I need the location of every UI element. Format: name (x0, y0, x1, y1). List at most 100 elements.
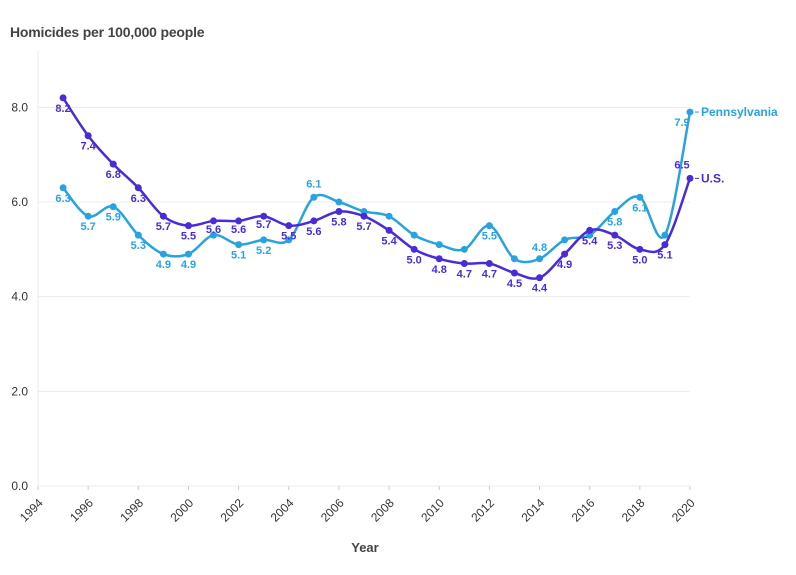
series-0 (59, 108, 694, 264)
data-point (485, 260, 493, 268)
data-label: 6.1 (632, 202, 647, 214)
data-point (561, 250, 569, 258)
data-point (84, 212, 92, 220)
data-point (536, 255, 544, 263)
data-point (485, 222, 493, 230)
data-label: 5.3 (131, 240, 146, 252)
series-line (62, 111, 692, 264)
data-label: 5.9 (106, 212, 121, 224)
data-point (611, 231, 619, 239)
data-label: 5.7 (156, 221, 171, 233)
data-point (510, 269, 518, 277)
data-point (410, 245, 418, 253)
data-point (410, 231, 418, 239)
data-point (134, 184, 142, 192)
data-point (385, 212, 393, 220)
data-point (536, 274, 544, 282)
data-label: 4.7 (457, 269, 472, 281)
x-tick-label: 2012 (468, 496, 497, 525)
data-label: 6.3 (55, 193, 70, 205)
data-point (84, 132, 92, 140)
data-point (636, 193, 644, 201)
x-tick-label: 2004 (268, 496, 297, 525)
data-label: 4.8 (432, 264, 447, 276)
x-tick-label: 2016 (569, 496, 598, 525)
data-point (360, 212, 368, 220)
series-layer (59, 94, 694, 282)
data-point (510, 255, 518, 263)
data-label: 5.4 (582, 235, 598, 247)
series-1 (59, 94, 694, 282)
x-tick-label: 2008 (368, 496, 397, 525)
data-label: 5.6 (231, 224, 246, 236)
data-label: 5.7 (356, 221, 371, 233)
series-name-label: U.S. (701, 171, 724, 185)
chart-title: Homicides per 100,000 people (10, 24, 205, 40)
data-point (310, 193, 318, 201)
y-tick-label: 8.0 (11, 100, 28, 114)
label-layer: 6.3 5.7 5.9 5.3 4.9 4.9 5.1 5.2 6.1 5.5 4.8 5.8 6.1 7… (55, 103, 778, 295)
data-point (184, 222, 192, 230)
data-point (460, 260, 468, 268)
x-tick-label: 1994 (17, 496, 46, 525)
data-point (561, 236, 569, 244)
data-point (134, 231, 142, 239)
data-point (109, 203, 117, 211)
data-point (335, 198, 343, 206)
data-point (210, 231, 218, 239)
data-label: 5.8 (607, 216, 622, 228)
data-point (636, 245, 644, 253)
data-label: 5.6 (306, 226, 321, 238)
series-name-label: Pennsylvania (701, 105, 778, 119)
data-point (661, 231, 669, 239)
data-label: 4.8 (532, 242, 547, 254)
x-tick-label: 2018 (619, 496, 648, 525)
data-point (686, 174, 694, 182)
data-point (235, 217, 243, 225)
data-label: 7.9 (674, 117, 689, 129)
data-point (59, 94, 67, 102)
data-point (335, 207, 343, 215)
data-point (686, 108, 694, 116)
y-tick-label: 2.0 (11, 384, 28, 398)
x-tick-label: 2006 (318, 496, 347, 525)
data-point (611, 207, 619, 215)
data-label: 7.4 (81, 141, 97, 153)
data-point (184, 250, 192, 258)
x-tick-label: 1996 (67, 496, 96, 525)
data-point (285, 222, 293, 230)
x-tick-label: 1998 (117, 496, 146, 525)
data-point (260, 236, 268, 244)
data-label: 6.8 (106, 169, 121, 181)
data-point (661, 241, 669, 249)
x-tick-label: 2000 (167, 496, 196, 525)
data-point (159, 212, 167, 220)
data-point (59, 184, 67, 192)
data-label: 5.5 (181, 231, 196, 243)
data-point (285, 236, 293, 244)
data-label: 5.1 (231, 250, 246, 262)
data-label: 5.7 (256, 219, 271, 231)
data-point (460, 245, 468, 253)
data-point (159, 250, 167, 258)
data-point (260, 212, 268, 220)
data-point (435, 241, 443, 249)
x-tick-label: 2010 (418, 496, 447, 525)
x-tick-label: 2020 (669, 496, 698, 525)
data-label: 5.7 (81, 221, 96, 233)
data-label: 4.7 (482, 269, 497, 281)
data-label: 6.3 (131, 193, 146, 205)
data-label: 6.1 (306, 178, 321, 190)
data-label: 4.9 (557, 259, 572, 271)
data-point (435, 255, 443, 263)
grid-layer (37, 50, 690, 487)
data-label: 5.0 (407, 254, 422, 266)
data-label: 5.1 (657, 250, 672, 262)
x-tick-label: 2002 (218, 496, 247, 525)
data-point (310, 217, 318, 225)
x-axis-label: Year (351, 540, 378, 555)
data-point (586, 226, 594, 234)
data-label: 4.5 (507, 278, 522, 290)
